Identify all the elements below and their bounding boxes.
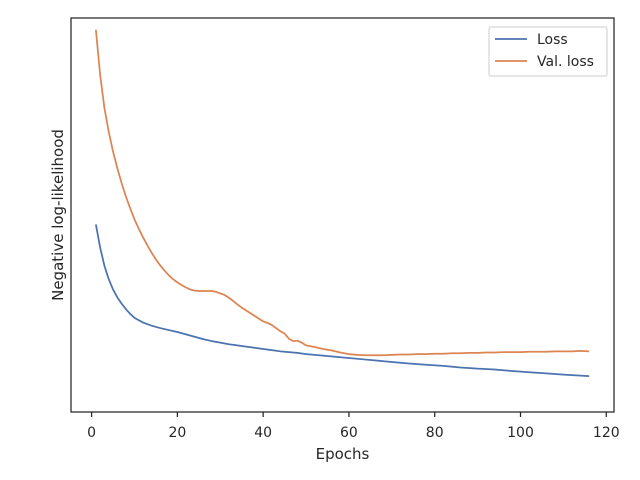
plot-area-frame (70, 17, 615, 413)
legend-label-loss: Loss (537, 32, 568, 48)
legend-label-val-loss: Val. loss (537, 54, 594, 70)
x-tick-label: 120 (593, 425, 620, 441)
series-line-val-loss (95, 29, 590, 357)
x-axis-ticks: 0 20 40 60 80 100 120 (87, 412, 620, 441)
legend: Loss Val. loss (488, 26, 608, 77)
x-tick-label: 40 (254, 425, 272, 441)
y-axis-label: Negative log-likelihood (49, 129, 67, 301)
x-tick-label: 20 (168, 425, 186, 441)
x-tick-label: 100 (507, 425, 534, 441)
x-axis-label: Epochs (316, 445, 370, 463)
series-line-loss (95, 224, 590, 378)
x-tick-label: 80 (426, 425, 444, 441)
x-tick-label: 0 (87, 425, 96, 441)
x-tick-label: 60 (340, 425, 358, 441)
series-lines (95, 29, 590, 378)
